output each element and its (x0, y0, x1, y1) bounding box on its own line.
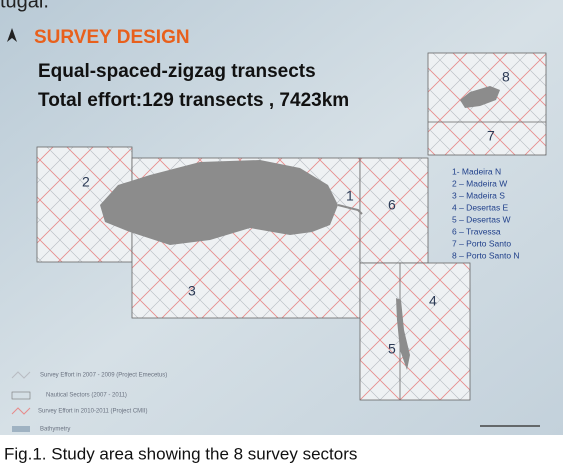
sector-box (427, 52, 547, 156)
top-text: tugal. (0, 0, 49, 12)
legend-item: Survey Effort in 2007 - 2009 (Project Em… (40, 373, 167, 379)
legend-swatch (11, 371, 31, 379)
sector-list-item: 5 – Desertas W (452, 214, 511, 224)
sector-label: 4 (429, 293, 437, 309)
sector-list-item: 7 – Porto Santo (452, 238, 511, 248)
sector-list-item: 8 – Porto Santo N (452, 250, 520, 260)
sector-list: 1- Madeira N 2 – Madeira W 3 – Madeira S… (452, 166, 520, 260)
sector-list-item: 6 – Travessa (452, 226, 501, 236)
legend-item: Nautical Sectors (2007 - 2011) (46, 393, 127, 399)
title: SURVEY DESIGN (34, 27, 190, 48)
sector-list-item: 1- Madeira N (452, 166, 501, 176)
sector-label: 1 (346, 188, 354, 204)
sector-list-item: 3 – Madeira S (452, 190, 505, 200)
north-arrow (7, 28, 17, 42)
legend-swatch (11, 407, 31, 415)
madeira-island (100, 160, 338, 245)
sector-label: 7 (487, 128, 495, 144)
caption: Fig.1. Study area showing the 8 survey s… (4, 444, 357, 463)
sector-box (359, 262, 471, 401)
sector-label: 6 (388, 197, 396, 213)
sector-label: 8 (502, 69, 510, 85)
ponta-sao-lourenco (337, 204, 363, 215)
porto-santo-island (460, 86, 500, 108)
subtitle: Equal-spaced-zigzag transects (38, 61, 316, 82)
sector-label: 2 (82, 174, 90, 190)
subtitle: Total effort:129 transects , 7423km (38, 90, 349, 111)
sectors (36, 52, 547, 401)
sector-list-item: 2 – Madeira W (452, 178, 507, 188)
map-legend: Survey Effort in 2007 - 2009 (Project Em… (11, 371, 167, 433)
legend-item: Bathymetry (40, 427, 70, 433)
legend-item: Survey Effort in 2010-2011 (Project CMII… (38, 409, 148, 415)
sector-label: 5 (388, 341, 396, 357)
desertas-islands (396, 298, 410, 370)
legend-swatch (12, 426, 30, 432)
caption-bar (0, 435, 563, 473)
sector-box (359, 157, 429, 264)
legend-swatch (11, 391, 31, 400)
sector-list-item: 4 – Desertas E (452, 202, 509, 212)
sector-label: 3 (188, 283, 196, 299)
